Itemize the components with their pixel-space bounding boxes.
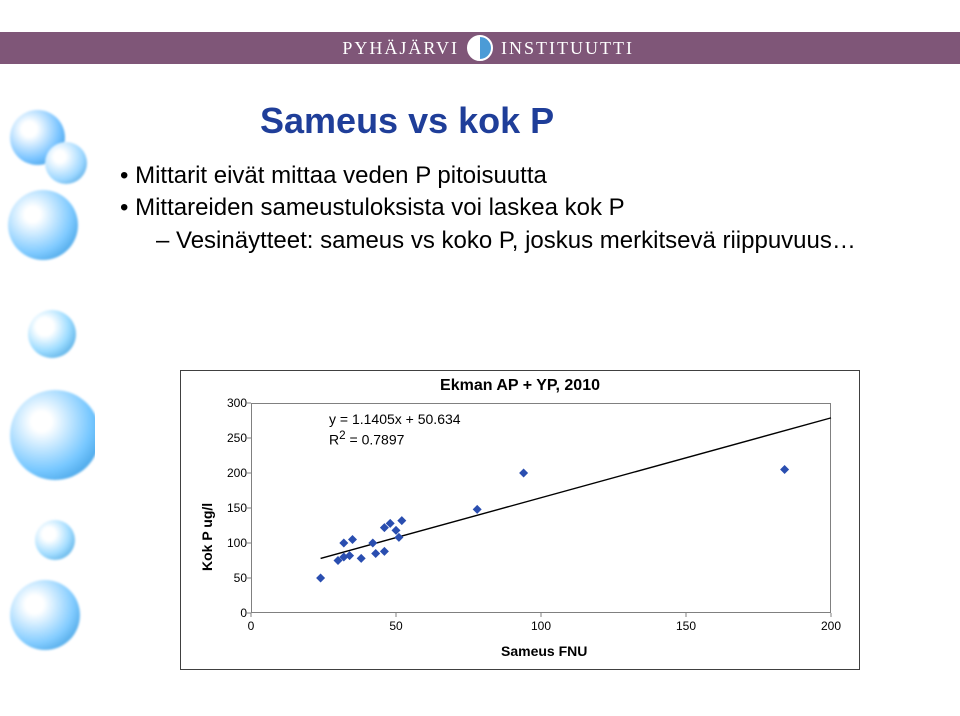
bullet-1: Mittarit eivät mittaa veden P pitoisuutt… <box>135 162 547 189</box>
chart-xtick: 50 <box>376 619 416 633</box>
chart-ytick: 250 <box>207 431 247 445</box>
chart-ytick: 200 <box>207 466 247 480</box>
sub-bullet-1: Vesinäytteet: sameus vs koko P, joskus m… <box>176 227 856 254</box>
chart-ytick: 150 <box>207 501 247 515</box>
chart-title: Ekman AP + YP, 2010 <box>181 377 859 395</box>
chart-xtick: 150 <box>666 619 706 633</box>
bullet-list: Mittarit eivät mittaa veden P pitoisuutt… <box>120 160 900 257</box>
brand-right-text: INSTITUUTTI <box>497 38 960 59</box>
chart-ytick: 300 <box>207 396 247 410</box>
chart-xtick: 100 <box>521 619 561 633</box>
chart-container: Ekman AP + YP, 2010 Kok P ug/l Sameus FN… <box>180 370 860 670</box>
chart-xtick: 0 <box>231 619 271 633</box>
chart-plot-svg <box>251 403 831 613</box>
chart-ytick: 50 <box>207 571 247 585</box>
chart-xlabel: Sameus FNU <box>501 643 587 659</box>
brand-logo-icon <box>467 35 493 61</box>
brand-left-text: PYHÄJÄRVI <box>0 38 463 59</box>
chart-ytick: 100 <box>207 536 247 550</box>
chart-ytick: 0 <box>207 606 247 620</box>
bullet-2: Mittareiden sameustuloksista voi laskea … <box>135 194 625 221</box>
left-bubbles-decoration <box>0 80 95 700</box>
chart-xtick: 200 <box>811 619 851 633</box>
slide-title: Sameus vs kok P <box>260 100 554 142</box>
brand-banner: PYHÄJÄRVI INSTITUUTTI <box>0 32 960 64</box>
